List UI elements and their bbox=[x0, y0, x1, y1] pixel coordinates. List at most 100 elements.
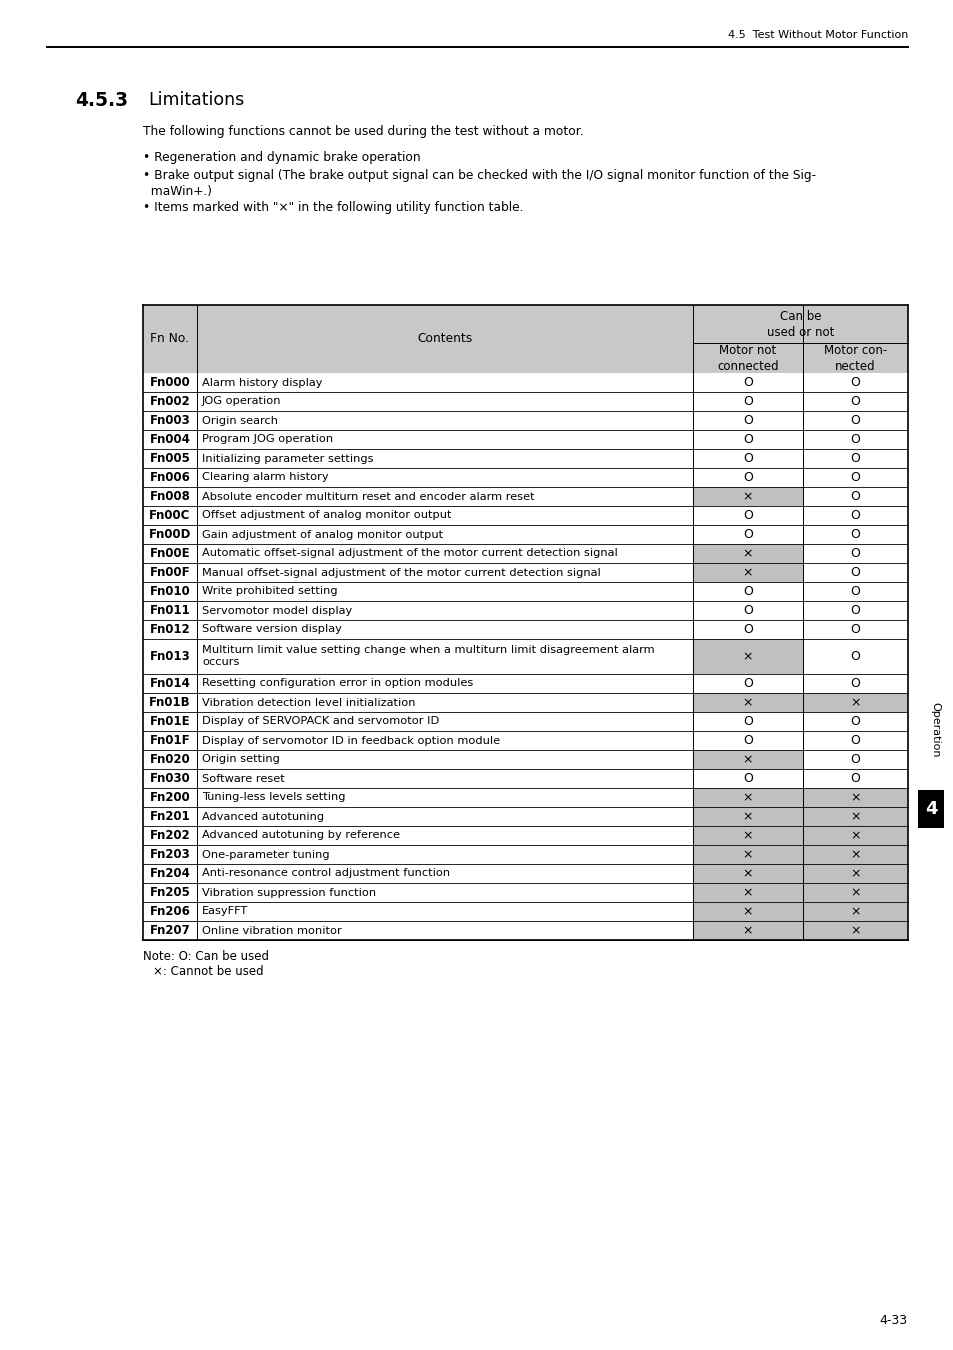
Text: O: O bbox=[850, 585, 860, 598]
Text: ×: × bbox=[849, 697, 860, 709]
Text: Fn008: Fn008 bbox=[150, 490, 191, 504]
Bar bbox=[917, 790, 943, 828]
Bar bbox=[692, 639, 802, 674]
Text: O: O bbox=[742, 772, 752, 784]
Text: O: O bbox=[742, 452, 752, 464]
Bar bbox=[692, 751, 802, 769]
Text: O: O bbox=[850, 471, 860, 485]
Text: O: O bbox=[850, 676, 860, 690]
Text: Fn00C: Fn00C bbox=[150, 509, 191, 522]
Text: O: O bbox=[742, 734, 752, 747]
Text: O: O bbox=[742, 676, 752, 690]
Text: O: O bbox=[742, 716, 752, 728]
Text: ×: × bbox=[742, 810, 753, 824]
Text: Motor con-
nected: Motor con- nected bbox=[823, 343, 886, 373]
Text: Fn014: Fn014 bbox=[150, 676, 191, 690]
Text: Fn012: Fn012 bbox=[150, 622, 191, 636]
Text: Fn01B: Fn01B bbox=[149, 697, 191, 709]
Bar bbox=[802, 693, 907, 711]
Text: Alarm history display: Alarm history display bbox=[202, 378, 322, 387]
Text: Fn004: Fn004 bbox=[150, 433, 191, 446]
Text: Origin setting: Origin setting bbox=[202, 755, 279, 764]
Text: 4-33: 4-33 bbox=[879, 1314, 907, 1327]
Text: ×: × bbox=[849, 904, 860, 918]
Text: Fn206: Fn206 bbox=[150, 904, 191, 918]
Text: ×: × bbox=[742, 753, 753, 765]
Text: ×: × bbox=[742, 923, 753, 937]
Text: Fn013: Fn013 bbox=[150, 649, 191, 663]
Text: O: O bbox=[742, 585, 752, 598]
Text: O: O bbox=[850, 622, 860, 636]
Text: O: O bbox=[850, 734, 860, 747]
Text: ×: × bbox=[849, 848, 860, 861]
Text: O: O bbox=[742, 603, 752, 617]
Text: Offset adjustment of analog monitor output: Offset adjustment of analog monitor outp… bbox=[202, 510, 451, 521]
Text: JOG operation: JOG operation bbox=[202, 397, 281, 406]
Text: Fn006: Fn006 bbox=[150, 471, 191, 485]
Text: O: O bbox=[850, 716, 860, 728]
Text: ×: × bbox=[849, 867, 860, 880]
Text: Contents: Contents bbox=[416, 332, 472, 346]
Text: Fn203: Fn203 bbox=[150, 848, 191, 861]
Bar bbox=[802, 883, 907, 902]
Text: ×: × bbox=[742, 791, 753, 805]
Text: O: O bbox=[742, 622, 752, 636]
Text: O: O bbox=[850, 528, 860, 541]
Text: ×: × bbox=[742, 547, 753, 560]
Text: Anti-resonance control adjustment function: Anti-resonance control adjustment functi… bbox=[202, 868, 450, 879]
Text: Fn030: Fn030 bbox=[150, 772, 191, 784]
Text: O: O bbox=[742, 433, 752, 446]
Text: • Regeneration and dynamic brake operation: • Regeneration and dynamic brake operati… bbox=[143, 151, 420, 165]
Bar bbox=[692, 487, 802, 506]
Text: Manual offset-signal adjustment of the motor current detection signal: Manual offset-signal adjustment of the m… bbox=[202, 567, 600, 578]
Text: O: O bbox=[850, 547, 860, 560]
Text: Absolute encoder multiturn reset and encoder alarm reset: Absolute encoder multiturn reset and enc… bbox=[202, 491, 534, 501]
Text: Resetting configuration error in option modules: Resetting configuration error in option … bbox=[202, 679, 473, 688]
Text: Fn01F: Fn01F bbox=[150, 734, 190, 747]
Text: ×: × bbox=[742, 904, 753, 918]
Text: Can be
used or not: Can be used or not bbox=[766, 309, 833, 339]
Text: 4.5.3: 4.5.3 bbox=[75, 90, 128, 109]
Bar bbox=[692, 563, 802, 582]
Text: Fn000: Fn000 bbox=[150, 377, 191, 389]
Text: Vibration detection level initialization: Vibration detection level initialization bbox=[202, 698, 416, 707]
Text: O: O bbox=[742, 509, 752, 522]
Text: Display of SERVOPACK and servomotor ID: Display of SERVOPACK and servomotor ID bbox=[202, 717, 438, 726]
Text: Fn011: Fn011 bbox=[150, 603, 191, 617]
Text: Advanced autotuning by reference: Advanced autotuning by reference bbox=[202, 830, 399, 841]
Text: Automatic offset-signal adjustment of the motor current detection signal: Automatic offset-signal adjustment of th… bbox=[202, 548, 618, 559]
Text: ×: Cannot be used: ×: Cannot be used bbox=[152, 965, 263, 977]
Text: Fn201: Fn201 bbox=[150, 810, 191, 824]
Bar bbox=[692, 921, 802, 940]
Text: Clearing alarm history: Clearing alarm history bbox=[202, 472, 328, 482]
Text: Motor not
connected: Motor not connected bbox=[717, 343, 778, 373]
Bar bbox=[802, 902, 907, 921]
Text: Fn No.: Fn No. bbox=[151, 332, 190, 346]
Bar bbox=[692, 883, 802, 902]
Text: Limitations: Limitations bbox=[148, 90, 244, 109]
Text: Fn00E: Fn00E bbox=[150, 547, 190, 560]
Text: O: O bbox=[850, 603, 860, 617]
Text: Operation: Operation bbox=[929, 702, 939, 757]
Text: Fn202: Fn202 bbox=[150, 829, 191, 842]
Text: O: O bbox=[850, 566, 860, 579]
Text: Fn003: Fn003 bbox=[150, 414, 191, 427]
Bar bbox=[802, 864, 907, 883]
Bar bbox=[692, 788, 802, 807]
Text: Fn002: Fn002 bbox=[150, 396, 191, 408]
Text: maWin+.): maWin+.) bbox=[143, 185, 212, 197]
Text: Origin search: Origin search bbox=[202, 416, 277, 425]
Text: Advanced autotuning: Advanced autotuning bbox=[202, 811, 324, 822]
Text: Software reset: Software reset bbox=[202, 774, 284, 783]
Text: Servomotor model display: Servomotor model display bbox=[202, 606, 352, 616]
Bar bbox=[692, 544, 802, 563]
Text: O: O bbox=[850, 377, 860, 389]
Text: O: O bbox=[742, 396, 752, 408]
Bar bbox=[692, 693, 802, 711]
Text: ×: × bbox=[742, 886, 753, 899]
Text: Online vibration monitor: Online vibration monitor bbox=[202, 926, 341, 936]
Text: Fn01E: Fn01E bbox=[150, 716, 190, 728]
Text: Fn00F: Fn00F bbox=[150, 566, 190, 579]
Text: ×: × bbox=[849, 886, 860, 899]
Bar bbox=[692, 902, 802, 921]
